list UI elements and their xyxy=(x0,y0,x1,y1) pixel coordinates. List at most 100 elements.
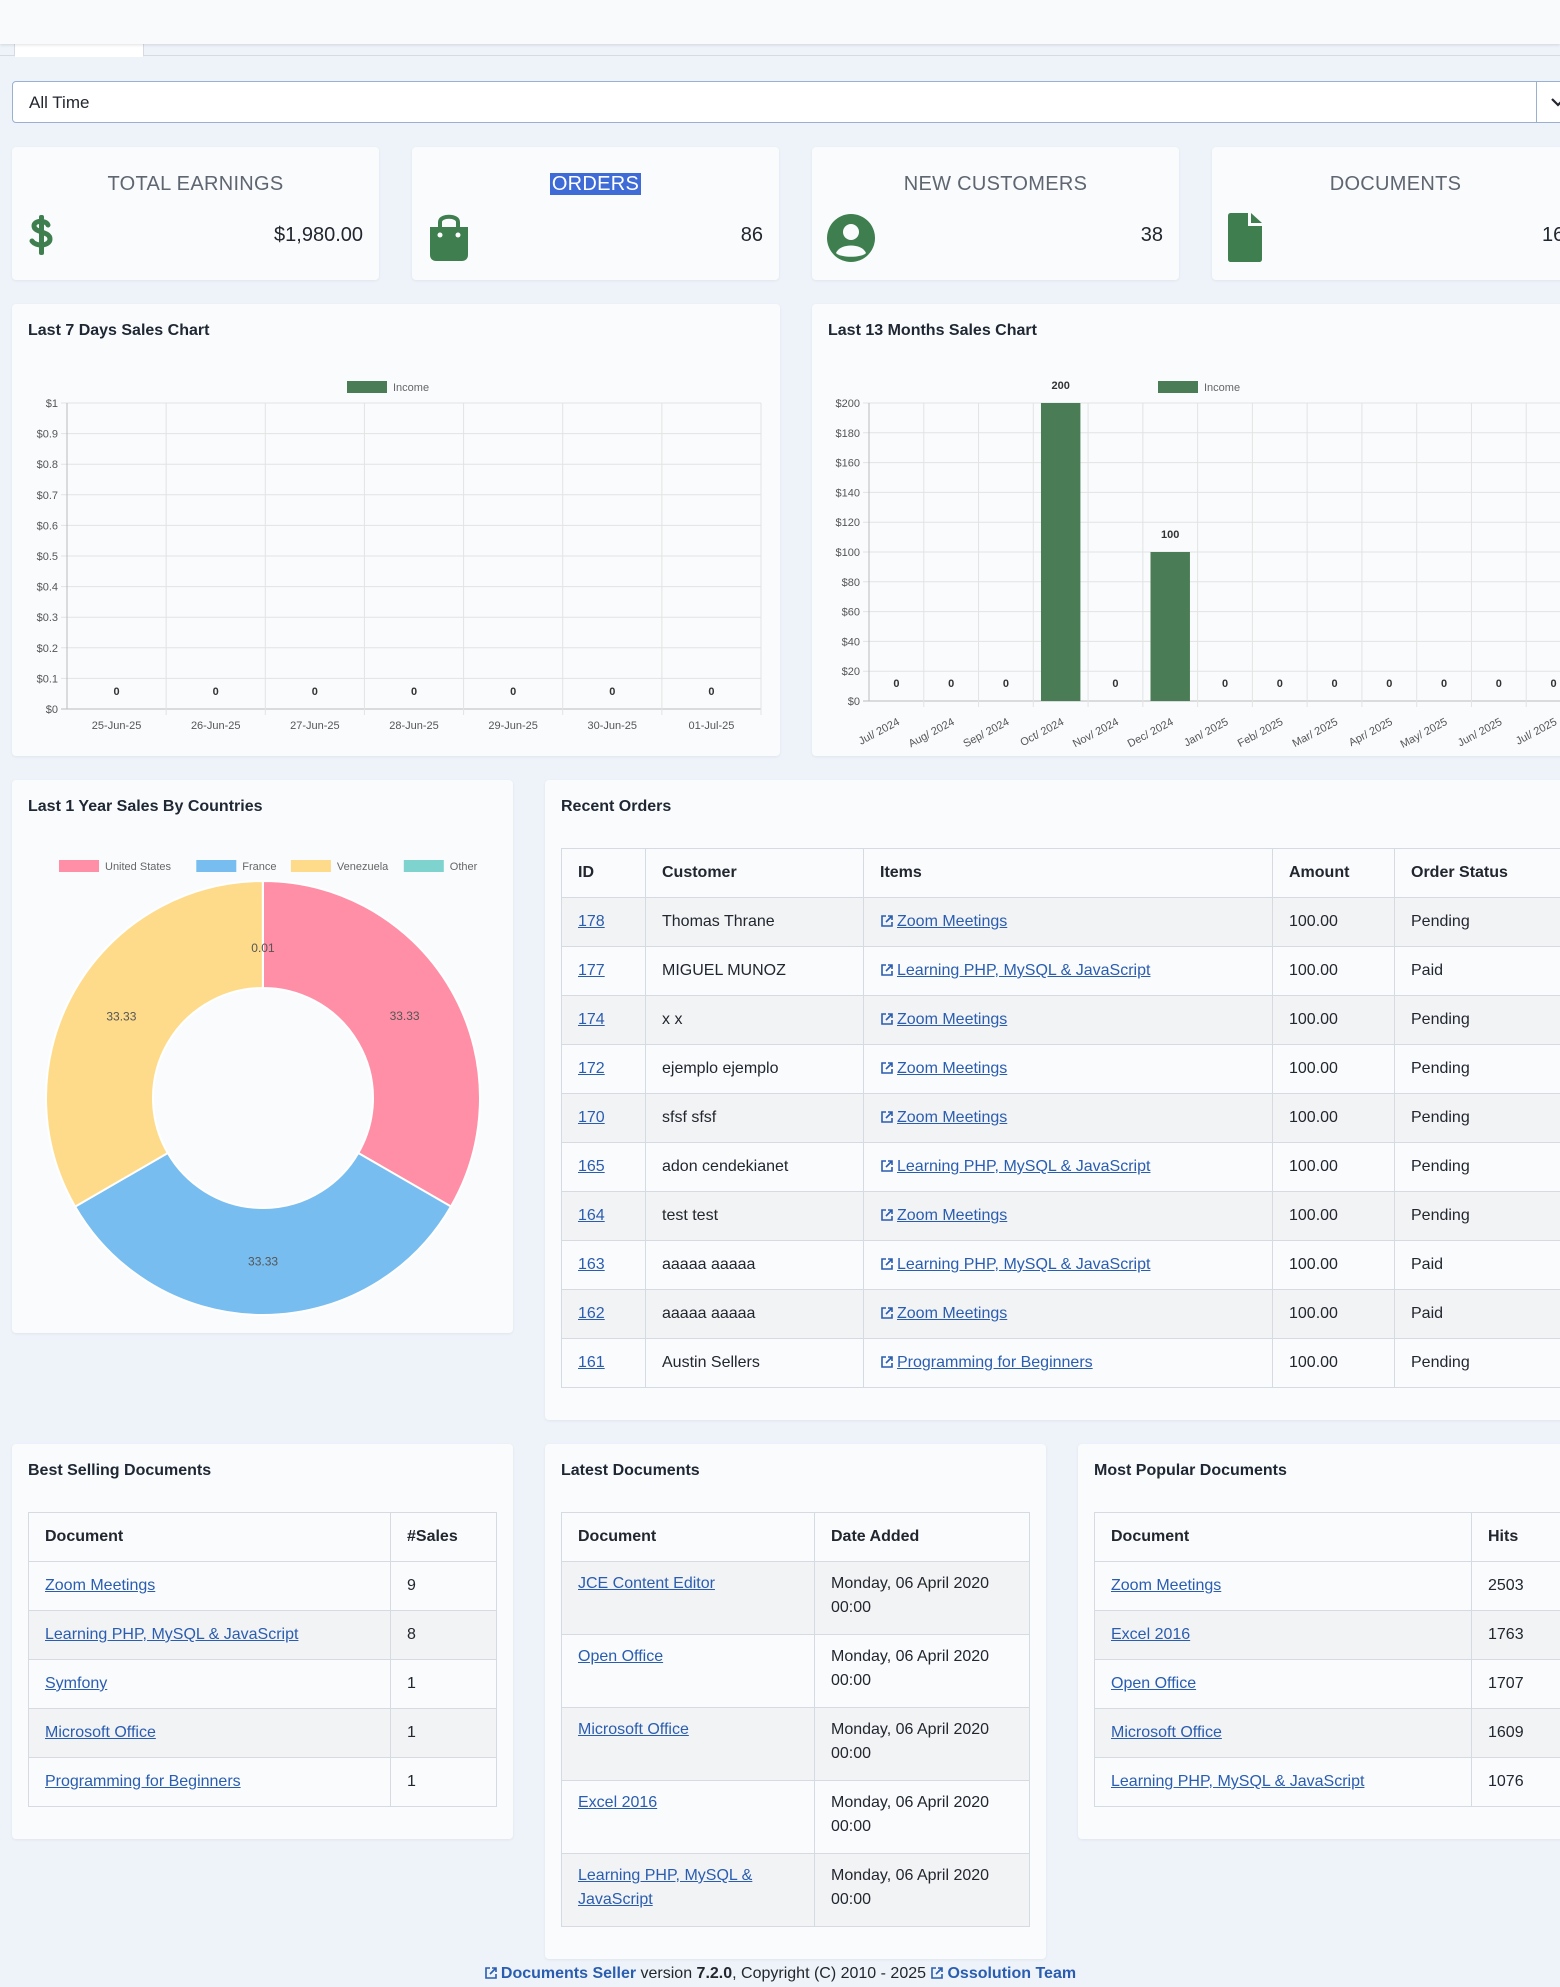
order-item-link[interactable]: Learning PHP, MySQL & JavaScript xyxy=(880,1158,1150,1175)
order-item-link[interactable]: Zoom Meetings xyxy=(880,1060,1007,1077)
order-item[interactable]: Zoom Meetings xyxy=(863,1044,1273,1094)
order-item[interactable]: Learning PHP, MySQL & JavaScript xyxy=(863,946,1273,996)
order-customer: ejemplo ejemplo xyxy=(645,1044,864,1094)
document-name[interactable]: Learning PHP, MySQL & JavaScript xyxy=(28,1610,391,1660)
order-id[interactable]: 161 xyxy=(561,1338,646,1388)
document-name[interactable]: JCE Content Editor xyxy=(561,1561,815,1635)
document-name[interactable]: Excel 2016 xyxy=(561,1780,815,1854)
order-item-link[interactable]: Programming for Beginners xyxy=(880,1354,1093,1371)
order-id[interactable]: 174 xyxy=(561,995,646,1045)
latest-documents-table: Document Date Added JCE Content Editor Mo… xyxy=(561,1512,1030,1927)
document-name-link[interactable]: Microsoft Office xyxy=(1111,1724,1222,1741)
order-id-link[interactable]: 174 xyxy=(578,1011,605,1028)
document-name-link[interactable]: Learning PHP, MySQL & JavaScript xyxy=(578,1867,753,1908)
document-sales: 1 xyxy=(390,1708,497,1758)
order-amount: 100.00 xyxy=(1272,1240,1395,1290)
document-sales: 1 xyxy=(390,1659,497,1709)
y-tick-label: $120 xyxy=(836,517,860,529)
document-name-link[interactable]: Symfony xyxy=(45,1675,108,1692)
order-item-link[interactable]: Learning PHP, MySQL & JavaScript xyxy=(880,1256,1150,1273)
order-id[interactable]: 177 xyxy=(561,946,646,996)
data-label: 0 xyxy=(893,678,899,690)
data-label: 100 xyxy=(1161,529,1179,541)
order-id-link[interactable]: 165 xyxy=(578,1158,605,1175)
document-name-link[interactable]: Excel 2016 xyxy=(578,1794,658,1811)
order-item-link[interactable]: Zoom Meetings xyxy=(880,1305,1007,1322)
order-id[interactable]: 164 xyxy=(561,1191,646,1241)
order-item-link[interactable]: Zoom Meetings xyxy=(880,1011,1007,1028)
ossolution-team-link[interactable]: Ossolution Team xyxy=(930,1965,1076,1982)
stat-card-orders: ORDERS 86 xyxy=(412,147,779,280)
order-item[interactable]: Programming for Beginners xyxy=(863,1338,1273,1388)
document-name-link[interactable]: JCE Content Editor xyxy=(578,1575,715,1592)
order-id[interactable]: 165 xyxy=(561,1142,646,1192)
document-name-link[interactable]: Open Office xyxy=(1111,1675,1197,1692)
table-row: 161 Austin Sellers Programming for Beginne… xyxy=(561,1338,1560,1388)
document-name[interactable]: Microsoft Office xyxy=(561,1707,815,1781)
y-tick-label: $0.6 xyxy=(37,520,58,532)
chevron-down-icon[interactable] xyxy=(1536,82,1560,122)
order-id[interactable]: 163 xyxy=(561,1240,646,1290)
order-id-link[interactable]: 161 xyxy=(578,1354,605,1371)
data-label: 0 xyxy=(1386,678,1392,690)
document-name-link[interactable]: Learning PHP, MySQL & JavaScript xyxy=(1111,1773,1365,1790)
order-item[interactable]: Zoom Meetings xyxy=(863,1093,1273,1143)
document-name[interactable]: Microsoft Office xyxy=(1094,1708,1472,1758)
order-id-link[interactable]: 170 xyxy=(578,1109,605,1126)
y-tick-label: $160 xyxy=(836,458,860,470)
last-13-months-chart-card: Last 13 Months Sales Chart $0 $20 $40 $60 $8… xyxy=(812,304,1560,756)
document-name[interactable]: Zoom Meetings xyxy=(28,1561,391,1611)
order-item-link[interactable]: Zoom Meetings xyxy=(880,1207,1007,1224)
document-name-link[interactable]: Learning PHP, MySQL & JavaScript xyxy=(45,1626,299,1643)
document-name[interactable]: Learning PHP, MySQL & JavaScript xyxy=(1094,1757,1472,1807)
order-id-link[interactable]: 164 xyxy=(578,1207,605,1224)
document-name[interactable]: Microsoft Office xyxy=(28,1708,391,1758)
external-link-icon xyxy=(881,915,893,927)
document-name-link[interactable]: Zoom Meetings xyxy=(1111,1577,1222,1594)
document-name[interactable]: Open Office xyxy=(1094,1659,1472,1709)
order-id-link[interactable]: 162 xyxy=(578,1305,605,1322)
order-item[interactable]: Zoom Meetings xyxy=(863,1289,1273,1339)
y-tick-label: $0.5 xyxy=(37,551,58,563)
order-id[interactable]: 178 xyxy=(561,897,646,947)
data-label: 0 xyxy=(114,686,120,698)
order-item-link[interactable]: Zoom Meetings xyxy=(880,1109,1007,1126)
document-name-link[interactable]: Open Office xyxy=(578,1648,664,1665)
table-row: Zoom Meetings 9 xyxy=(28,1561,497,1611)
external-link-icon xyxy=(881,1258,893,1270)
order-item[interactable]: Zoom Meetings xyxy=(863,897,1273,947)
order-id-link[interactable]: 177 xyxy=(578,962,605,979)
document-name[interactable]: Symfony xyxy=(28,1659,391,1709)
order-id-link[interactable]: 163 xyxy=(578,1256,605,1273)
document-name[interactable]: Open Office xyxy=(561,1634,815,1708)
order-id[interactable]: 162 xyxy=(561,1289,646,1339)
order-id[interactable]: 170 xyxy=(561,1093,646,1143)
date-range-select[interactable]: All Time xyxy=(12,81,1560,123)
document-name-link[interactable]: Microsoft Office xyxy=(45,1724,156,1741)
y-tick-label: $20 xyxy=(842,666,860,678)
document-name-link[interactable]: Programming for Beginners xyxy=(45,1773,241,1790)
x-tick-label: Oct/ 2024 xyxy=(1018,716,1066,749)
document-name[interactable]: Zoom Meetings xyxy=(1094,1561,1472,1611)
order-id[interactable]: 172 xyxy=(561,1044,646,1094)
order-item[interactable]: Learning PHP, MySQL & JavaScript xyxy=(863,1240,1273,1290)
document-name-link[interactable]: Excel 2016 xyxy=(1111,1626,1191,1643)
tab-dashboard[interactable] xyxy=(14,44,144,57)
document-name-link[interactable]: Microsoft Office xyxy=(578,1721,689,1738)
documents-seller-link[interactable]: Documents Seller xyxy=(484,1965,636,1982)
slice-label: 33.33 xyxy=(390,1009,420,1023)
document-name[interactable]: Excel 2016 xyxy=(1094,1610,1472,1660)
order-item-link[interactable]: Zoom Meetings xyxy=(880,913,1007,930)
order-id-link[interactable]: 178 xyxy=(578,913,605,930)
order-item-link[interactable]: Learning PHP, MySQL & JavaScript xyxy=(880,962,1150,979)
x-tick-label: 29-Jun-25 xyxy=(488,720,538,732)
order-item[interactable]: Learning PHP, MySQL & JavaScript xyxy=(863,1142,1273,1192)
document-name[interactable]: Programming for Beginners xyxy=(28,1757,391,1807)
x-tick-label: 30-Jun-25 xyxy=(588,720,638,732)
document-name[interactable]: Learning PHP, MySQL & JavaScript xyxy=(561,1853,815,1927)
order-id-link[interactable]: 172 xyxy=(578,1060,605,1077)
order-item[interactable]: Zoom Meetings xyxy=(863,1191,1273,1241)
document-name-link[interactable]: Zoom Meetings xyxy=(45,1577,156,1594)
order-item[interactable]: Zoom Meetings xyxy=(863,995,1273,1045)
data-label: 0 xyxy=(948,678,954,690)
